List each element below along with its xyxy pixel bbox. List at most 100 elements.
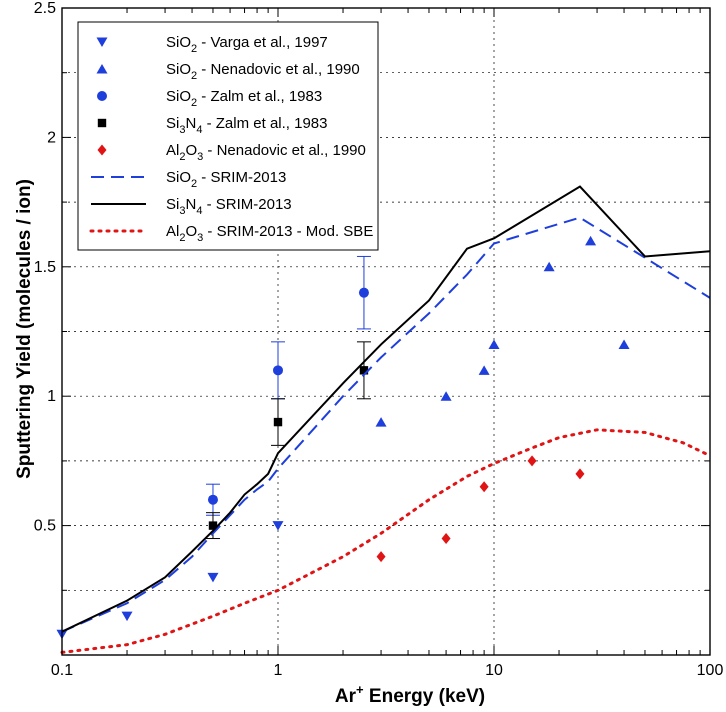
legend-label-part: - SRIM-2013 - Mod. SBE — [203, 223, 373, 240]
data-point — [273, 365, 283, 376]
legend-label-part: SiO — [166, 169, 191, 186]
data-point — [575, 468, 585, 480]
legend-marker-swatch — [97, 91, 107, 101]
legend-item-6: SiO2 - SRIM-2013 — [91, 169, 286, 190]
legend-label-part: SiO — [166, 88, 191, 105]
legend-label-subscript: 3 — [179, 205, 185, 217]
legend-label-part: - Zalm et al., 1983 — [202, 115, 327, 132]
data-point — [488, 339, 500, 349]
series-1 — [56, 521, 284, 640]
y-tick-label: 1 — [47, 388, 56, 405]
series-6 — [61, 216, 711, 633]
x-tick-label: 10 — [485, 662, 503, 679]
legend-label-part: O — [185, 223, 197, 240]
y-tick-label: 2.5 — [34, 0, 56, 17]
series-line — [60, 428, 712, 654]
legend-label: SiO2 - Nenadovic et al., 1990 — [166, 61, 360, 82]
legend-item-2: SiO2 - Nenadovic et al., 1990 — [96, 61, 360, 82]
x-tick-label: 0.1 — [51, 662, 73, 679]
legend-label-subscript: 2 — [179, 151, 185, 163]
legend-box — [77, 21, 379, 251]
data-point — [208, 521, 218, 530]
legend-marker-swatch — [97, 118, 107, 128]
y-tick-label: 1.5 — [34, 259, 56, 276]
legend-item-5: Al2O3 - Nenadovic et al., 1990 — [97, 142, 366, 163]
axis-ticks: 0.1 1 10 100 0.5 1 1.5 2 2.5 — [34, 0, 724, 679]
legend-item-3: SiO2 - Zalm et al., 1983 — [97, 88, 322, 109]
legend-marker-swatch — [96, 37, 108, 47]
legend-label-part: Al — [166, 223, 179, 240]
data-point — [441, 533, 451, 545]
legend-label-part: Si — [166, 196, 179, 213]
legend-label-subscript: 3 — [197, 232, 203, 244]
series-line — [61, 185, 711, 633]
x-axis-title-base: Ar — [335, 686, 357, 707]
series-8 — [60, 428, 712, 654]
data-point — [207, 572, 219, 583]
data-point — [543, 261, 555, 272]
legend-label-part: Si — [166, 115, 179, 132]
data-point — [272, 521, 284, 531]
data-point — [440, 391, 452, 401]
legend-label-subscript: 4 — [196, 205, 202, 217]
legend-label-subscript: 2 — [179, 232, 185, 244]
legend-label: Al2O3 - SRIM-2013 - Mod. SBE — [166, 223, 373, 244]
legend-label-part: O — [185, 142, 197, 159]
legend-label: Al2O3 - Nenadovic et al., 1990 — [166, 142, 366, 163]
legend-label: Si3N4 - Zalm et al., 1983 — [166, 115, 328, 136]
legend-label-part: - Nenadovic et al., 1990 — [197, 61, 360, 78]
legend-label-subscript: 2 — [191, 97, 197, 109]
legend-marker-swatch — [97, 144, 107, 156]
series-5 — [376, 455, 585, 563]
series-4 — [205, 341, 371, 540]
legend-label: Si3N4 - SRIM-2013 — [166, 196, 292, 217]
data-point — [375, 417, 387, 427]
legend-item-4: Si3N4 - Zalm et al., 1983 — [97, 115, 328, 136]
legend-item-1: SiO2 - Varga et al., 1997 — [96, 34, 328, 55]
legend-label-part: - Nenadovic et al., 1990 — [203, 142, 366, 159]
data-point — [527, 455, 537, 467]
data-point — [359, 366, 369, 375]
y-tick-label: 2 — [47, 129, 56, 146]
legend-label-part: - Zalm et al., 1983 — [197, 88, 322, 105]
x-axis-title-superscript: + — [356, 682, 364, 697]
legend-label-subscript: 2 — [191, 43, 197, 55]
legend-label-part: SiO — [166, 61, 191, 78]
legend-label-subscript: 3 — [197, 151, 203, 163]
x-axis-title-rest: Energy (keV) — [364, 686, 485, 707]
legend-label-subscript: 2 — [191, 70, 197, 82]
legend-label-part: - SRIM-2013 — [197, 169, 286, 186]
series-2 — [375, 235, 630, 427]
y-axis-title: Sputtering Yield (molecules / ion) — [14, 179, 35, 479]
y-tick-label: 0.5 — [34, 518, 56, 535]
series-line — [61, 216, 711, 633]
data-point — [121, 611, 133, 622]
data-point — [358, 287, 369, 298]
legend-label-subscript: 3 — [179, 124, 185, 136]
data-point — [618, 339, 630, 349]
legend-label-subscript: 4 — [196, 124, 202, 136]
legend-label-subscript: 2 — [191, 178, 197, 190]
data-point — [273, 417, 283, 427]
legend-marker-swatch — [96, 64, 108, 74]
data-point — [376, 551, 386, 563]
data-point — [479, 481, 489, 493]
legend-label-part: N — [185, 115, 196, 132]
legend-item-7: Si3N4 - SRIM-2013 — [91, 196, 292, 217]
legend-label-part: N — [185, 196, 196, 213]
legend-label-part: SiO — [166, 34, 191, 51]
data-point — [585, 235, 597, 246]
data-point — [478, 365, 490, 375]
data-point — [207, 494, 218, 505]
legend-label-part: Al — [166, 142, 179, 159]
x-tick-label: 1 — [274, 662, 283, 679]
series-layer — [56, 185, 712, 654]
x-tick-label: 100 — [697, 662, 724, 679]
legend-item-8: Al2O3 - SRIM-2013 - Mod. SBE — [89, 223, 373, 244]
legend-label-part: - SRIM-2013 — [202, 196, 291, 213]
legend-label: SiO2 - Zalm et al., 1983 — [166, 88, 322, 109]
legend-label: SiO2 - SRIM-2013 — [166, 169, 286, 190]
series-7 — [61, 185, 711, 633]
